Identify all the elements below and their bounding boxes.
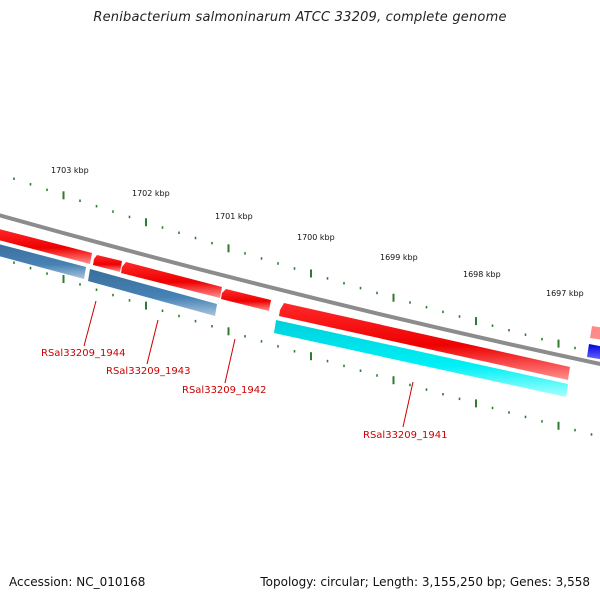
gene-label-1942[interactable]: RSal33209_1942 bbox=[182, 385, 266, 396]
map-title: Renibacterium salmoninarum ATCC 33209, c… bbox=[93, 10, 507, 25]
leader-line-1944 bbox=[83, 300, 97, 347]
kbp-label-1701: 1701 kbp bbox=[215, 212, 253, 221]
edge-feature-pink[interactable] bbox=[590, 326, 600, 340]
kbp-label-1700: 1700 kbp bbox=[297, 233, 335, 242]
cds-feature-1943b[interactable] bbox=[121, 262, 222, 298]
kbp-label-1703: 1703 kbp bbox=[51, 166, 89, 175]
gene-label-1944[interactable]: RSal33209_1944 bbox=[41, 348, 125, 359]
cog-bar-1944[interactable] bbox=[0, 243, 86, 279]
kbp-label-1697: 1697 kbp bbox=[546, 289, 584, 298]
cog-bar-1941[interactable] bbox=[274, 320, 568, 397]
cog-bar-1943[interactable] bbox=[88, 269, 217, 316]
accession-text: Accession: NC_010168 bbox=[9, 575, 146, 589]
cds-feature-1944[interactable] bbox=[0, 228, 92, 264]
leader-line-1942 bbox=[224, 338, 236, 384]
cds-feature-1941[interactable] bbox=[279, 303, 570, 380]
kbp-label-1699: 1699 kbp bbox=[380, 253, 418, 262]
gene-label-1943[interactable]: RSal33209_1943 bbox=[106, 366, 190, 377]
leader-line-1941 bbox=[402, 381, 414, 428]
kbp-label-1702: 1702 kbp bbox=[132, 189, 170, 198]
genome-summary-text: Topology: circular; Length: 3,155,250 bp… bbox=[260, 575, 590, 589]
inner-tick-row bbox=[13, 261, 593, 436]
cds-feature-1943[interactable] bbox=[93, 255, 122, 272]
genome-backbone bbox=[0, 213, 600, 366]
cds-feature-1942[interactable] bbox=[221, 289, 271, 311]
kbp-label-1698: 1698 kbp bbox=[463, 270, 501, 279]
leader-line-1943 bbox=[146, 319, 159, 365]
gene-label-1941[interactable]: RSal33209_1941 bbox=[363, 430, 447, 441]
edge-feature-blue[interactable] bbox=[587, 344, 600, 360]
